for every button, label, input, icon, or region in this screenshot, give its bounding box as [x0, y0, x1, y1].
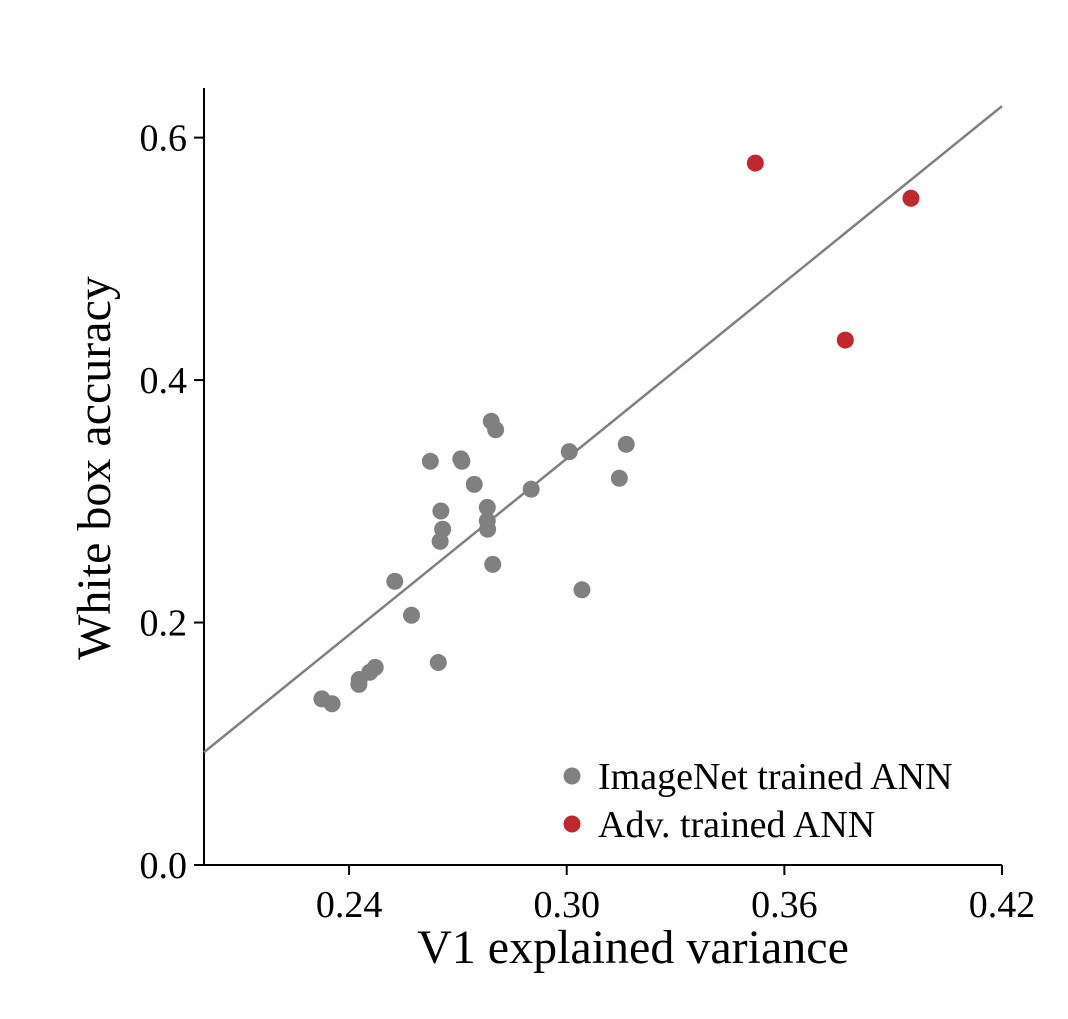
imagenet-point — [487, 421, 505, 439]
y-tick-label: 0.2 — [140, 603, 188, 645]
adv-point — [836, 331, 854, 349]
imagenet-point — [323, 695, 341, 713]
y-tick-label: 0.4 — [140, 360, 188, 402]
x-tick-label: 0.36 — [751, 884, 818, 926]
imagenet-point — [421, 452, 439, 470]
imagenet-point — [479, 520, 497, 538]
adv-point — [746, 154, 764, 172]
regression-line — [203, 105, 1003, 754]
legend-marker — [563, 815, 581, 833]
imagenet-point — [429, 654, 447, 672]
imagenet-point — [573, 581, 591, 599]
imagenet-point — [432, 502, 450, 520]
adv-point — [902, 189, 920, 207]
points — [313, 154, 920, 713]
ticks: 0.24 0.30 0.36 0.42 0.0 0.2 0.4 0.6 — [140, 118, 1036, 926]
imagenet-point — [522, 480, 540, 498]
y-tick-label: 0.6 — [140, 118, 188, 160]
x-tick-label: 0.42 — [969, 884, 1036, 926]
y-tick-label: 0.0 — [140, 845, 188, 887]
imagenet-point — [366, 658, 384, 676]
legend: ImageNet trained ANN Adv. trained ANN — [563, 756, 953, 846]
x-tick-label: 0.30 — [533, 884, 600, 926]
imagenet-point — [478, 498, 496, 516]
imagenet-point — [617, 435, 635, 453]
x-tick-label: 0.24 — [316, 884, 383, 926]
x-axis-title: V1 explained variance — [417, 921, 849, 974]
imagenet-point — [434, 520, 452, 538]
legend-label: Adv. trained ANN — [598, 804, 875, 846]
imagenet-point — [402, 606, 420, 624]
legend-marker — [563, 767, 581, 785]
imagenet-point — [465, 475, 483, 493]
imagenet-point — [610, 469, 628, 487]
imagenet-point — [484, 555, 502, 573]
y-axis-title: White box accuracy — [68, 276, 121, 660]
axes — [203, 88, 1002, 866]
imagenet-point — [453, 452, 471, 470]
imagenet-point — [560, 443, 578, 461]
fit-line-layer — [203, 105, 1003, 754]
imagenet-point — [386, 572, 404, 590]
legend-label: ImageNet trained ANN — [598, 756, 953, 798]
